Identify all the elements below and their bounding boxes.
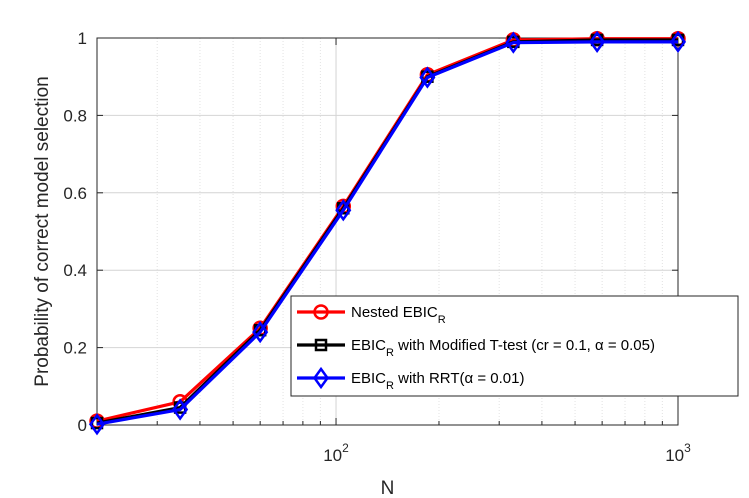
- x-tick-label: 102: [323, 441, 349, 465]
- legend-marker: [313, 304, 329, 320]
- series-3-point: [589, 30, 606, 54]
- plot-frame: [96, 37, 679, 426]
- series-3-point: [505, 31, 522, 54]
- y-tick-label: 0.6: [63, 184, 87, 203]
- legend-box: [290, 295, 739, 397]
- y-tick-label: 1: [78, 29, 87, 48]
- legend-item-3: EBICR with RRT(α = 0.01): [297, 366, 525, 392]
- x-axis-label: N: [381, 478, 395, 498]
- legend-item-2: EBICR with Modified T-test (cr = 0.1, α …: [297, 337, 655, 359]
- axis-ticks: 0 0.2 0.4 0.6 0.8 1 102 103: [63, 29, 691, 465]
- legend-item-1: Nested EBICR: [297, 304, 446, 326]
- y-tick-label: 0.4: [63, 261, 87, 280]
- series-layer: [88, 30, 687, 436]
- series-3-point: [172, 398, 189, 421]
- series-3-point: [88, 413, 106, 436]
- y-tick-label: 0.2: [63, 339, 87, 358]
- legend-marker: [314, 338, 328, 352]
- y-axis-label: Probability of correct model selection: [32, 76, 53, 386]
- series-3-point: [669, 30, 687, 54]
- legend-label: Nested EBICR: [351, 304, 446, 326]
- legend-marker: [312, 366, 330, 390]
- y-tick-label: 0.8: [63, 106, 87, 125]
- x-tick-label: 103: [665, 441, 691, 465]
- series-3-point: [419, 66, 436, 89]
- y-tick-label: 0: [78, 416, 87, 435]
- series-3-line: [96, 40, 678, 426]
- legend-label: EBICR with RRT(α = 0.01): [351, 370, 525, 392]
- series-3: [88, 30, 687, 436]
- legend-label: EBICR with Modified T-test (cr = 0.1, α …: [351, 337, 655, 359]
- legend: Nested EBICR EBICR with Modified T-test (…: [290, 295, 739, 397]
- series-3-point: [252, 320, 269, 344]
- series-3-point: [335, 199, 352, 222]
